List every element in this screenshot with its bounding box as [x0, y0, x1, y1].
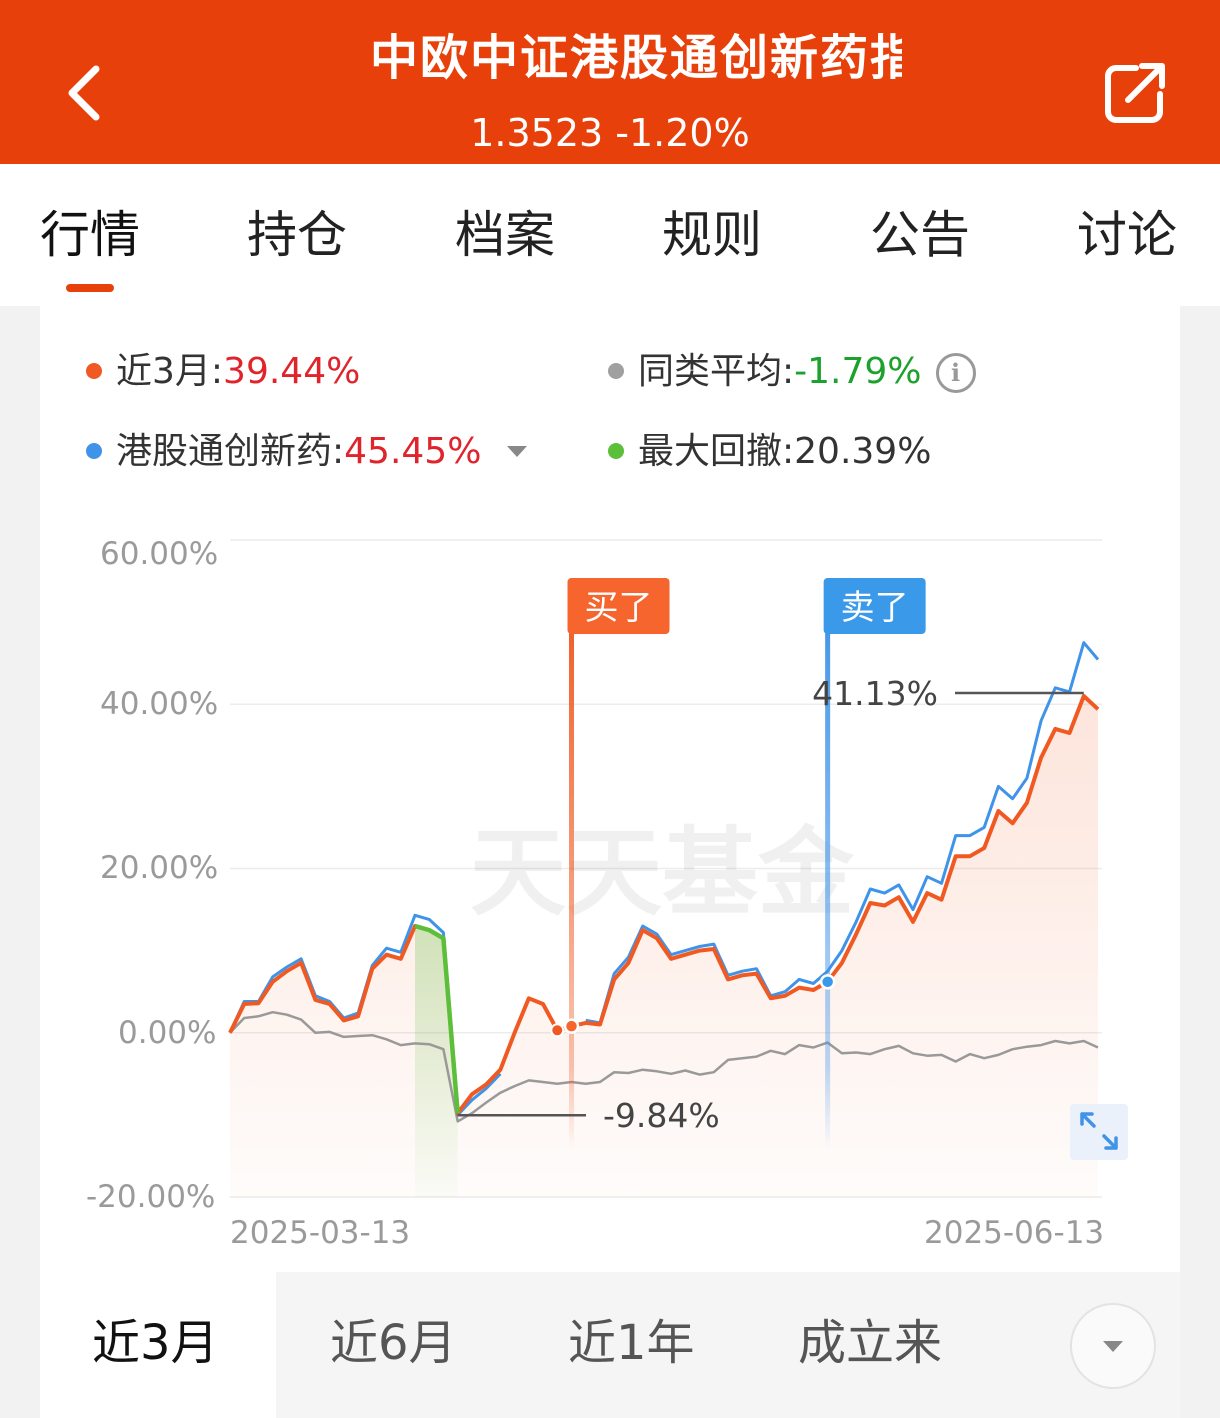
series-line-peer-average: [229, 1010, 1099, 1123]
orange-dot-icon: [86, 363, 102, 379]
gray-dot-icon: [608, 363, 624, 379]
sell-marker-point: [819, 974, 836, 990]
index-return: 45.45%: [344, 431, 482, 472]
max-drawdown-value: 20.39%: [794, 431, 932, 472]
green-dot-icon: [608, 443, 624, 459]
y-tick-label: 60.00%: [100, 536, 219, 572]
series-line-fund: [228, 694, 1100, 1116]
max-callout-label: 41.13%: [812, 674, 938, 713]
chevron-left-icon: [68, 65, 100, 121]
legend-fund[interactable]: 近3月:39.44%: [86, 350, 360, 394]
buy-marker-label: 买了: [585, 588, 653, 628]
tab-rules[interactable]: 规则: [662, 206, 762, 264]
caret-down-icon[interactable]: [507, 446, 528, 457]
watermark-text: 天天基金: [470, 816, 855, 929]
info-icon[interactable]: i: [935, 353, 976, 393]
x-end-label: 2025-06-13: [924, 1215, 1105, 1251]
back-button[interactable]: [54, 55, 114, 131]
share-icon: [1105, 63, 1165, 123]
fund-price-change: 1.3523 -1.20%: [470, 111, 750, 155]
legend-peer-average[interactable]: 同类平均:-1.79% i: [608, 350, 976, 394]
period-1y[interactable]: 近1年: [568, 1315, 695, 1371]
period-6m[interactable]: 近6月: [330, 1315, 457, 1371]
expand-icon: [1080, 1112, 1118, 1150]
active-tab-indicator: [66, 284, 114, 292]
min-callout-label: -9.84%: [603, 1096, 720, 1135]
buy-marker-line: [569, 600, 575, 1150]
more-periods-button[interactable]: [1070, 1303, 1156, 1389]
period-selector: [40, 1272, 1180, 1418]
buy-marker-flag: [567, 578, 670, 634]
x-start-label: 2025-03-13: [230, 1215, 411, 1251]
y-tick-label: 40.00%: [100, 686, 219, 722]
tab-market[interactable]: 行情: [40, 206, 140, 264]
blue-dot-icon: [86, 443, 102, 459]
drawdown-line: [414, 923, 460, 1114]
fund-return: 39.44%: [223, 351, 361, 392]
period-3m[interactable]: 近3月: [92, 1315, 219, 1371]
buy-marker-point: [563, 1018, 580, 1034]
fund-point: [550, 1023, 565, 1038]
tab-bar: 行情 持仓 档案 规则 公告 讨论: [0, 164, 1220, 306]
expand-button[interactable]: [1070, 1104, 1128, 1160]
caret-down-icon: [1103, 1341, 1123, 1352]
legend-index[interactable]: 港股通创新药:45.45%: [86, 430, 528, 474]
legend-max-drawdown: 最大回撤:20.39%: [608, 430, 931, 474]
y-tick-label: -20.00%: [86, 1179, 216, 1215]
fund-title: 中欧中证港股通创新药指: [370, 30, 902, 86]
period-since-inception[interactable]: 成立来: [798, 1315, 943, 1371]
header-bar: 中欧中证港股通创新药指 1.3523 -1.20%: [0, 0, 1220, 164]
tab-profile[interactable]: 档案: [455, 206, 555, 264]
y-tick-label: 20.00%: [100, 850, 219, 886]
active-period-background: [40, 1272, 276, 1418]
sell-marker-line: [825, 600, 831, 1150]
sell-marker-flag: [823, 578, 926, 634]
tab-holdings[interactable]: 持仓: [247, 206, 347, 264]
tab-discussion[interactable]: 讨论: [1077, 206, 1177, 264]
sell-marker-label: 卖了: [841, 588, 909, 628]
share-button[interactable]: [1100, 58, 1170, 128]
peer-return: -1.79%: [794, 351, 922, 392]
y-tick-label: 0.00%: [118, 1015, 217, 1051]
tab-announcements[interactable]: 公告: [870, 206, 970, 264]
